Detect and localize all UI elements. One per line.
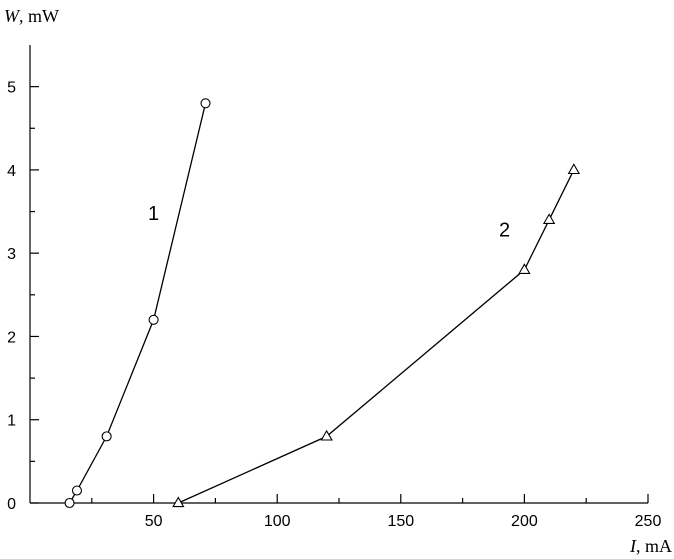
y-axis-unit: , mW xyxy=(19,6,59,26)
series-line xyxy=(69,103,207,504)
series-label: 1 xyxy=(148,203,159,225)
x-tick-label: 150 xyxy=(387,513,414,530)
y-tick-label: 0 xyxy=(7,496,16,513)
x-tick-label: 50 xyxy=(145,513,163,530)
data-point-circle xyxy=(71,485,83,496)
data-point-circle xyxy=(200,98,211,109)
y-axis-title: W, mW xyxy=(4,6,59,26)
data-point-triangle xyxy=(518,263,531,274)
x-tick-label: 200 xyxy=(511,513,538,530)
data-point-circle xyxy=(64,497,75,509)
x-axis-title: I, mA xyxy=(629,536,672,556)
y-tick-label: 2 xyxy=(7,329,16,346)
x-tick-label: 250 xyxy=(635,513,662,530)
series-2: 2 xyxy=(172,163,581,508)
data-point-circle xyxy=(148,314,159,325)
data-point-triangle xyxy=(172,496,185,508)
series-line xyxy=(178,169,575,504)
series-group: 12 xyxy=(64,98,581,509)
y-tick-label: 1 xyxy=(7,413,16,430)
data-point-triangle xyxy=(320,429,333,441)
x-axis-var: I xyxy=(629,536,637,556)
y-axis-var: W xyxy=(4,6,21,26)
data-point-circle xyxy=(101,431,112,442)
x-ticks: 50 100 150 200 250 xyxy=(91,494,662,530)
x-tick-label: 100 xyxy=(264,513,291,530)
y-tick-label: 4 xyxy=(7,163,16,180)
series-label: 2 xyxy=(499,220,510,242)
data-point-triangle xyxy=(567,163,581,175)
x-axis-unit: , mA xyxy=(636,536,672,556)
y-tick-label: 3 xyxy=(7,246,16,263)
y-ticks: 0 1 2 3 4 5 xyxy=(7,80,39,513)
series-1: 1 xyxy=(64,98,211,509)
y-tick-label: 5 xyxy=(7,80,16,97)
plot-area xyxy=(29,45,648,504)
data-point-triangle xyxy=(542,213,556,224)
